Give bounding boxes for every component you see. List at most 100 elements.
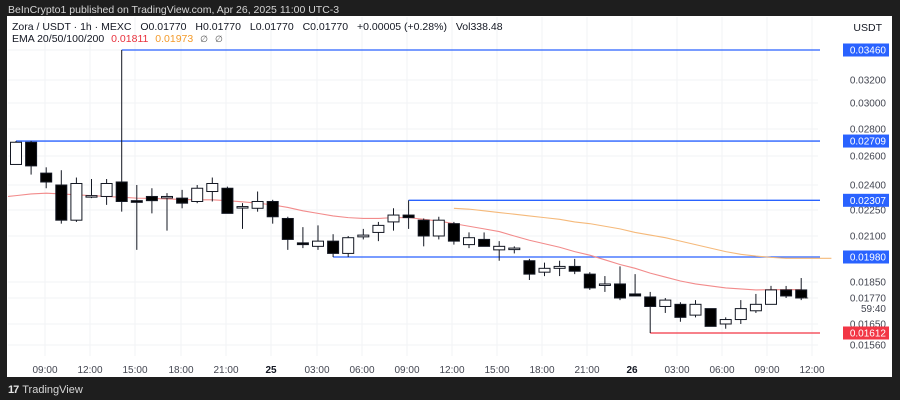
close-value: C0.01770 (302, 21, 349, 33)
svg-text:0.01850: 0.01850 (850, 278, 887, 289)
svg-text:12:00: 12:00 (439, 365, 464, 376)
candle (523, 258, 536, 281)
svg-text:18:00: 18:00 (529, 365, 554, 376)
candle (312, 225, 324, 250)
svg-text:21:00: 21:00 (574, 365, 599, 376)
candle (100, 179, 113, 205)
candle (447, 221, 460, 245)
candle (236, 203, 249, 229)
price-level-badge[interactable] (843, 250, 889, 264)
candle (780, 285, 793, 298)
tradingview-logo-icon: 17 (8, 384, 19, 396)
candle (281, 216, 294, 250)
candle (115, 50, 128, 212)
candle (130, 185, 143, 250)
svg-text:0.01560: 0.01560 (850, 341, 887, 352)
svg-text:59:40: 59:40 (861, 304, 886, 315)
candle (659, 298, 672, 313)
candle (508, 246, 521, 254)
svg-text:09:00: 09:00 (32, 365, 57, 376)
svg-text:0.02307: 0.02307 (850, 196, 887, 207)
candle (749, 293, 762, 313)
candle (417, 218, 430, 247)
price-level-badge[interactable] (843, 134, 889, 148)
candle (598, 276, 611, 292)
candle (538, 262, 551, 277)
ema100-value: ∅ (200, 34, 209, 44)
svg-text:0.02100: 0.02100 (850, 232, 887, 243)
low-value: L0.01770 (249, 21, 294, 33)
candles (10, 50, 809, 333)
candle (795, 278, 808, 301)
svg-text:03:00: 03:00 (664, 365, 689, 376)
candle (583, 272, 596, 290)
svg-text:0.03000: 0.03000 (850, 99, 887, 110)
svg-text:12:00: 12:00 (77, 365, 102, 376)
svg-text:26: 26 (626, 365, 638, 376)
candle (55, 170, 68, 224)
svg-text:06:00: 06:00 (349, 365, 374, 376)
candle (206, 177, 219, 202)
candle (357, 228, 370, 240)
ema50-value: 0.01973 (155, 33, 194, 45)
candle (372, 221, 385, 242)
svg-text:0.01650: 0.01650 (850, 320, 887, 331)
candle (25, 140, 38, 175)
candle (478, 232, 491, 247)
candle (40, 167, 53, 189)
candle (674, 302, 687, 322)
svg-text:0.02600: 0.02600 (850, 152, 887, 163)
svg-text:12:00: 12:00 (799, 365, 824, 376)
open-value: O0.01770 (140, 21, 187, 33)
price-axis[interactable]: 0.03200 0.03000 0.02800 0.02600 0.02400 0.022… (843, 43, 889, 352)
svg-text:09:00: 09:00 (754, 365, 779, 376)
ema-legend[interactable]: EMA 20/50/100/200 0.01811 0.01973 ∅ ∅ (12, 33, 223, 45)
candle (191, 185, 204, 204)
published-caption: BeInCrypto1 published on TradingView.com… (8, 4, 340, 16)
candle (614, 266, 626, 301)
svg-text:15:00: 15:00 (122, 365, 147, 376)
change-value: +0.00005 (+0.28%) (357, 21, 447, 33)
horizontal-levels (16, 49, 820, 334)
price-level-badge[interactable] (843, 193, 889, 207)
ema-lines (7, 192, 832, 291)
ema-label: EMA 20/50/100/200 (12, 33, 105, 45)
svg-text:15:00: 15:00 (484, 365, 509, 376)
svg-text:0.02800: 0.02800 (850, 125, 887, 136)
svg-text:09:00: 09:00 (394, 365, 419, 376)
candle (161, 193, 173, 231)
svg-text:0.02400: 0.02400 (850, 181, 887, 192)
candle (629, 274, 642, 297)
candle (765, 285, 777, 305)
candle (70, 177, 83, 222)
candle (689, 300, 702, 318)
volume-value: Vol338.48 (455, 21, 503, 33)
svg-text:0.03460: 0.03460 (850, 46, 887, 57)
brand-name: TradingView (22, 384, 83, 396)
time-axis[interactable]: 09:00 12:00 15:00 18:00 21:00 25 03:00 06:00 09:… (32, 365, 824, 376)
candle (251, 191, 264, 212)
candle (387, 208, 400, 231)
high-value: H0.01770 (195, 21, 241, 33)
candle (432, 216, 445, 240)
symbol-name[interactable]: Zora / USDT · 1h · MEXC (12, 21, 132, 33)
candle (402, 200, 415, 229)
svg-text:0.01770: 0.01770 (850, 294, 887, 305)
candle (176, 189, 189, 209)
symbol-legend: Zora / USDT · 1h · MEXC O0.01770 H0.0177… (12, 21, 509, 33)
svg-text:03:00: 03:00 (304, 365, 329, 376)
price-level-badge[interactable] (843, 43, 889, 57)
tradingview-logo[interactable]: 17 TradingView (8, 384, 83, 396)
svg-text:0.03200: 0.03200 (850, 76, 887, 87)
svg-text:0.01980: 0.01980 (850, 253, 887, 264)
candle (644, 291, 657, 333)
price-level-badge[interactable] (843, 326, 889, 340)
svg-text:25: 25 (265, 365, 277, 376)
svg-text:0.01612: 0.01612 (850, 329, 887, 340)
candle (342, 236, 355, 257)
currency-label[interactable]: USDT (853, 22, 882, 34)
svg-text:21:00: 21:00 (213, 365, 238, 376)
svg-text:0.02250: 0.02250 (850, 206, 887, 217)
candle (296, 227, 309, 249)
